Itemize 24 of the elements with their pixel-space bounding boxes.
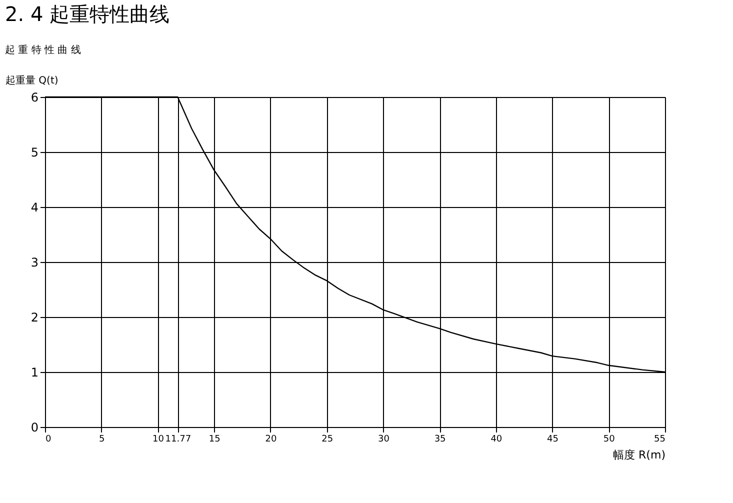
x-tick-label: 50	[603, 434, 616, 444]
chart-subtitle: 起 重 特 性 曲 线	[5, 44, 81, 56]
y-tick-label: 5	[30, 146, 38, 160]
x-tick-label: 40	[490, 434, 502, 444]
x-tick-label: 0	[46, 434, 52, 444]
y-tick-label: 1	[30, 366, 38, 380]
x-tick-label: 10	[152, 434, 164, 444]
x-tick-label: 35	[434, 434, 446, 444]
y-axis-title: 起重量 Q(t)	[6, 74, 58, 86]
x-tick-label: 45	[547, 434, 558, 444]
x-tick-label: 11.77	[165, 434, 192, 444]
x-axis-title: 幅度 R(m)	[613, 448, 666, 462]
x-tick-label: 5	[98, 434, 105, 444]
x-tick-label: 20	[265, 434, 277, 444]
y-tick-label: 3	[30, 256, 38, 270]
x-tick-label: 25	[322, 434, 334, 444]
chart-title: 2. 4 起重特性曲线	[5, 2, 170, 26]
y-tick-label: 4	[30, 200, 38, 214]
y-tick-label: 0	[30, 420, 38, 434]
y-tick-label: 2	[30, 310, 38, 324]
x-tick-label: 55	[654, 434, 666, 444]
y-tick-label: 6	[30, 90, 38, 104]
x-tick-label: 30	[378, 434, 390, 444]
x-tick-label: 15	[208, 434, 220, 444]
